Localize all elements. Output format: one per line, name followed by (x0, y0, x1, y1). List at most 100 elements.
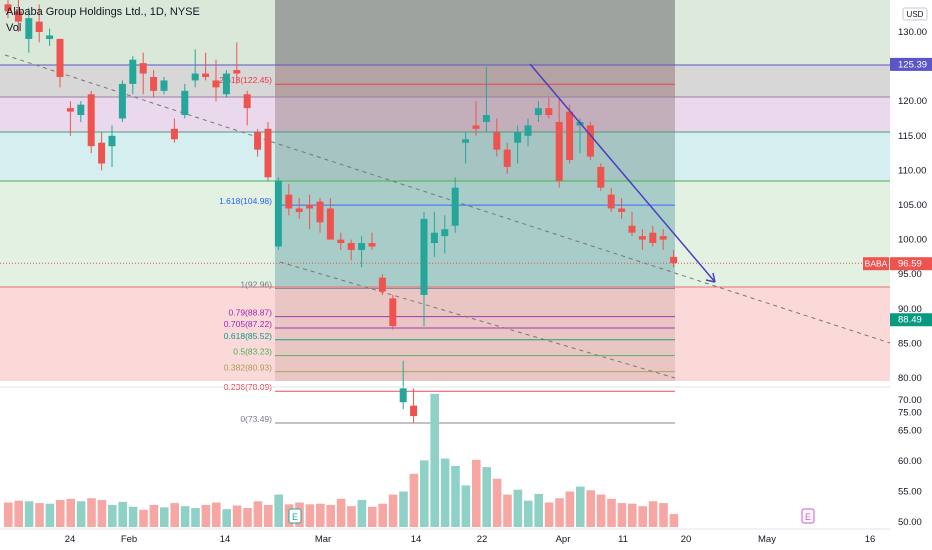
volume-bar (357, 500, 367, 527)
volume-bar (180, 506, 190, 527)
candle-body (295, 208, 303, 212)
volume-bar (14, 500, 23, 527)
candle-body (378, 277, 386, 292)
volume-bar (118, 501, 127, 527)
candle-body (410, 405, 418, 417)
candle-body (545, 108, 553, 116)
volume-bar (316, 503, 325, 527)
volume-bar (191, 507, 200, 527)
candle-body (129, 59, 137, 84)
candle-body (649, 232, 657, 244)
box-top (275, 0, 675, 65)
volume-bar (617, 503, 627, 527)
volume-tick: 50.00 (898, 517, 922, 528)
candle-body (368, 243, 376, 247)
volume-bar (149, 504, 159, 527)
candle-body (222, 73, 230, 95)
volume-bar (482, 467, 491, 527)
candle-body (618, 208, 626, 212)
volume-tick: 70.00 (898, 395, 922, 406)
candle-body (326, 208, 334, 240)
volume-bar (638, 506, 647, 527)
volume-bar (472, 459, 481, 527)
volume-bar (336, 498, 346, 527)
candle-body (56, 38, 64, 77)
candle-body (243, 94, 251, 109)
price-tick: 85.00 (898, 338, 922, 349)
volume-bar (628, 503, 637, 527)
volume-bar (232, 505, 242, 527)
candle-body (482, 115, 490, 122)
candle-body (451, 187, 459, 226)
volume-bar (76, 501, 86, 527)
volume-bar (544, 502, 554, 527)
left-zone (0, 0, 275, 65)
volume-bar (4, 502, 13, 527)
candle-body (514, 132, 522, 143)
time-tick: 20 (681, 534, 692, 545)
fib-level-label: 2.618(122.45) (219, 75, 272, 85)
candle-body (4, 4, 12, 12)
last-price-badge (890, 257, 932, 271)
candle-body (347, 243, 355, 250)
volume-bar (503, 494, 512, 527)
volume-bar (35, 503, 44, 527)
candle-body (566, 111, 574, 161)
fib-low-badge (890, 313, 932, 327)
candle-body (555, 121, 563, 181)
candle-body (202, 73, 210, 77)
candle-body (170, 128, 178, 140)
candle-body (108, 135, 116, 147)
candle-body (472, 125, 480, 129)
candle-body (77, 104, 85, 116)
box-band (275, 65, 675, 97)
time-tick: 16 (865, 534, 876, 545)
volume-bar (607, 498, 616, 527)
volume-bar (108, 504, 117, 527)
time-tick: Apr (556, 534, 571, 545)
volume-bar (253, 501, 263, 527)
volume-bar (368, 506, 377, 527)
volume-bar (222, 509, 231, 527)
time-tick: May (758, 534, 776, 545)
price-tick: 115.00 (898, 131, 926, 142)
candle-body (14, 11, 22, 22)
candle-body (316, 201, 324, 223)
candle-body (670, 256, 678, 264)
candle-body (638, 236, 646, 240)
candle-body (430, 232, 438, 244)
volume-bar (326, 504, 335, 527)
volume-bar (576, 486, 585, 527)
time-tick: Mar (315, 534, 331, 545)
candle-body (25, 18, 33, 39)
volume-bar (451, 465, 460, 527)
volume-bar (66, 498, 75, 527)
candle-body (46, 35, 54, 39)
candle-body (420, 218, 428, 295)
candle-body (597, 166, 605, 188)
volume-bar (659, 503, 668, 527)
volume-bar (201, 504, 211, 527)
time-tick: Feb (121, 534, 137, 545)
candle-body (493, 132, 501, 150)
box-band (275, 181, 675, 287)
volume-bar (596, 494, 606, 527)
candle-body (212, 80, 220, 88)
candle-body (264, 128, 272, 178)
price-tick: 90.00 (898, 304, 922, 315)
price-tick: 110.00 (898, 165, 926, 176)
price-tick: 75.00 (898, 408, 922, 419)
box-band (275, 132, 675, 181)
candle-body (337, 239, 345, 244)
earnings-marker (801, 508, 815, 524)
candle-body (524, 125, 532, 136)
volume-bar (440, 458, 450, 527)
candle-body (160, 80, 168, 91)
volume-bar (586, 490, 595, 527)
volume-bar (243, 507, 252, 527)
volume-bar (534, 493, 543, 527)
fib-top-badge (890, 57, 932, 71)
volume-bar (170, 503, 179, 527)
candle-body (399, 388, 407, 403)
